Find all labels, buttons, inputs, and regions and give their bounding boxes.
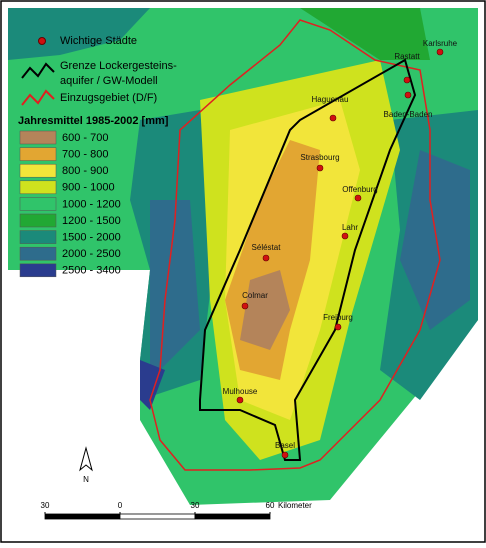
scale-segment xyxy=(119,513,196,520)
boundaries xyxy=(149,19,441,471)
city-label: Offenburg xyxy=(342,185,377,194)
city-marker xyxy=(436,48,444,56)
city-label: Basel xyxy=(275,441,295,450)
legend-swatch xyxy=(19,197,57,211)
city-symbol xyxy=(38,37,46,45)
legend-cities: Wichtige Städte xyxy=(60,35,137,47)
city-marker xyxy=(316,164,324,172)
precip-zone xyxy=(300,8,430,60)
city-label: Baden-Baden xyxy=(384,110,433,119)
aquifer-boundary xyxy=(199,58,417,461)
scale-label: 60 xyxy=(266,501,275,510)
city-label: Colmar xyxy=(242,291,268,300)
legend-title: Jahresmittel 1985-2002 [mm] xyxy=(18,115,169,127)
city-marker xyxy=(281,451,289,459)
city-label: Haguenau xyxy=(312,95,349,104)
legend-swatch xyxy=(19,130,57,145)
scale-bar: 30 0 30 60 Kilometer xyxy=(41,501,312,520)
city-label: Strasbourg xyxy=(300,153,339,162)
city-marker xyxy=(241,302,249,310)
scale-segment xyxy=(44,513,121,520)
city-marker xyxy=(334,323,342,331)
legend-swatch xyxy=(19,163,57,178)
legend-class-label: 2500 - 3400 xyxy=(62,265,121,277)
legend-swatch xyxy=(19,147,57,161)
legend-class-label: 900 - 1000 xyxy=(62,182,115,194)
city-marker xyxy=(329,114,337,122)
catchment-symbol xyxy=(21,89,55,106)
legend-catchment: Einzugsgebiet (D/F) xyxy=(60,92,157,104)
city-marker xyxy=(403,76,411,84)
aquifer-symbol xyxy=(21,62,55,79)
legend-class-label: 2000 - 2500 xyxy=(62,248,121,260)
city-label: Karlsruhe xyxy=(423,39,458,48)
legend-class-label: 1200 - 1500 xyxy=(62,215,121,227)
legend-class-label: 1500 - 2000 xyxy=(62,232,121,244)
precip-zone xyxy=(8,8,150,60)
legend-swatch xyxy=(19,263,57,278)
scale-label: 30 xyxy=(191,501,200,510)
precip-zone xyxy=(400,150,470,330)
legend-class-label: 800 - 900 xyxy=(62,165,108,177)
city-label: Rastatt xyxy=(394,52,420,61)
scale-segment xyxy=(194,513,271,520)
legend-class-label: 600 - 700 xyxy=(62,132,108,144)
legend-aquifer: aquifer / GW-Modell xyxy=(60,75,158,87)
city-marker xyxy=(262,254,270,262)
city-label: Freiburg xyxy=(323,313,353,322)
legend-swatch xyxy=(19,180,57,195)
precipitation-map xyxy=(8,8,478,505)
legend: Wichtige Städte Grenze Lockergesteins- a… xyxy=(18,35,177,278)
city-marker xyxy=(236,396,244,404)
legend-swatch xyxy=(19,246,57,261)
scale-label: 0 xyxy=(118,501,123,510)
precip-zone xyxy=(240,270,290,350)
north-arrow-shape xyxy=(79,446,93,472)
scale-unit: Kilometer xyxy=(278,501,312,510)
legend-class-label: 700 - 800 xyxy=(62,149,108,161)
city-label: Lahr xyxy=(342,223,358,232)
legend-class-label: 1000 - 1200 xyxy=(62,198,121,210)
legend-swatch xyxy=(19,230,57,244)
north-label: N xyxy=(83,475,89,484)
legend-aquifer: Grenze Lockergesteins- xyxy=(60,60,177,72)
city-marker xyxy=(354,194,362,202)
scale-label: 30 xyxy=(41,501,50,510)
city-marker xyxy=(341,232,349,240)
city-label: Séléstat xyxy=(252,243,282,252)
city-marker xyxy=(404,91,412,99)
north-arrow: N xyxy=(79,446,93,484)
legend-swatch xyxy=(19,213,57,228)
city-label: Mulhouse xyxy=(223,387,258,396)
